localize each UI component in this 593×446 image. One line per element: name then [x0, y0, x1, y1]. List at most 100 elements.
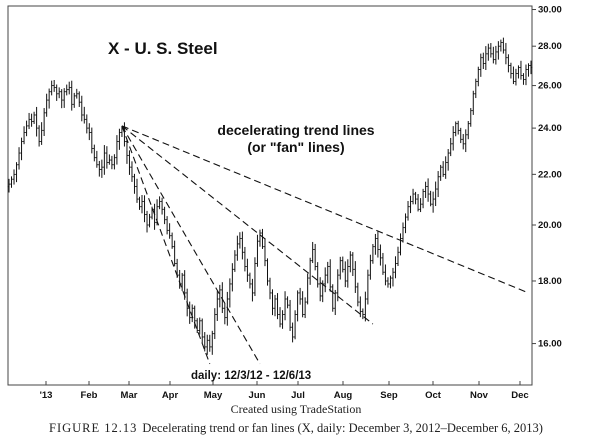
price-bar — [323, 267, 327, 293]
price-bar — [343, 261, 347, 288]
price-bar — [469, 108, 473, 127]
price-bar — [351, 252, 355, 276]
price-tick-label: 20.00 — [538, 220, 562, 231]
price-bar — [381, 252, 385, 275]
price-bar — [379, 244, 382, 266]
price-bar — [504, 42, 508, 65]
price-bar — [37, 125, 41, 147]
price-bar — [524, 64, 528, 86]
price-bar — [369, 254, 372, 280]
price-bar — [130, 161, 134, 182]
price-bar — [416, 194, 420, 212]
price-bar — [454, 121, 458, 137]
price-bar — [386, 277, 390, 288]
price-bar — [466, 121, 470, 140]
price-bar — [409, 195, 412, 214]
price-bar — [308, 257, 312, 285]
price-bar — [436, 171, 440, 198]
price-bar — [128, 150, 131, 175]
price-bar — [507, 54, 510, 73]
price-bar — [404, 213, 407, 234]
price-bar — [221, 282, 224, 314]
price-bar — [276, 293, 279, 320]
price-bar — [12, 169, 16, 185]
price-bar — [391, 267, 395, 287]
price-bar — [77, 91, 81, 107]
date-tick-label: Jul — [291, 390, 305, 401]
price-bar — [35, 106, 38, 137]
price-bar — [98, 160, 101, 177]
price-bar — [251, 278, 254, 302]
price-bar — [170, 232, 174, 249]
price-bar — [148, 213, 151, 228]
price-bar — [135, 178, 139, 203]
price-bar — [30, 113, 33, 127]
price-bar — [291, 322, 294, 343]
price-bar — [316, 262, 319, 288]
price-bar — [471, 90, 475, 115]
date-tick-label: Sep — [380, 390, 398, 401]
price-bar — [338, 256, 342, 280]
price-bar — [522, 73, 525, 85]
price-bar — [60, 89, 64, 109]
price-bar — [223, 302, 227, 325]
date-tick-label: Dec — [511, 390, 528, 401]
price-tick-label: 16.00 — [538, 339, 562, 350]
price-bar — [499, 39, 503, 52]
date-tick-label: Apr — [162, 390, 179, 401]
price-bar — [67, 81, 71, 95]
price-bar — [356, 282, 360, 307]
price-bar — [85, 114, 89, 134]
date-tick-label: Mar — [121, 390, 138, 401]
price-bar — [88, 123, 91, 141]
price-bar — [47, 88, 51, 109]
price-bar — [261, 228, 264, 249]
price-bar — [421, 188, 425, 209]
price-bar — [331, 284, 335, 312]
price-bar — [271, 289, 274, 316]
credit-line: Created using TradeStation — [231, 402, 362, 416]
price-bar — [482, 52, 485, 70]
price-bar — [399, 233, 402, 256]
price-bar — [42, 108, 46, 136]
price-bar — [165, 216, 169, 235]
price-bar — [52, 79, 56, 92]
price-bar — [414, 191, 417, 205]
price-bar — [298, 287, 302, 305]
price-bar — [188, 301, 191, 324]
price-bar — [193, 305, 197, 329]
price-bar — [303, 297, 307, 319]
price-bar — [72, 92, 76, 108]
date-tick-label: Jun — [249, 390, 266, 401]
price-bar — [55, 84, 58, 101]
price-bar — [426, 178, 430, 202]
price-bar — [203, 332, 207, 352]
price-bar — [326, 261, 330, 284]
price-bar — [364, 291, 367, 322]
price-bar — [75, 88, 79, 99]
price-bar — [82, 106, 86, 124]
price-tick-label: 18.00 — [538, 276, 562, 287]
price-bar — [243, 246, 247, 272]
price-bar — [113, 154, 116, 170]
price-bar — [226, 291, 229, 326]
price-bar — [346, 259, 350, 288]
price-bar — [451, 126, 455, 151]
price-bar — [527, 63, 530, 77]
price-bar — [514, 68, 518, 86]
chart-title: X - U. S. Steel — [108, 39, 218, 58]
price-bar — [180, 272, 184, 291]
price-bar — [210, 330, 214, 355]
price-bar — [429, 190, 432, 207]
price-bar — [248, 272, 252, 289]
price-bar — [286, 296, 289, 309]
price-bar — [236, 235, 239, 261]
price-bar — [32, 111, 36, 124]
price-bar — [25, 120, 28, 137]
price-bar — [406, 200, 410, 221]
price-bar — [281, 310, 284, 329]
figure-caption: FIGURE 12.13 Decelerating trend or fan li… — [49, 421, 543, 435]
price-bar — [198, 317, 202, 335]
price-bar — [519, 60, 523, 80]
price-bar — [474, 78, 478, 99]
